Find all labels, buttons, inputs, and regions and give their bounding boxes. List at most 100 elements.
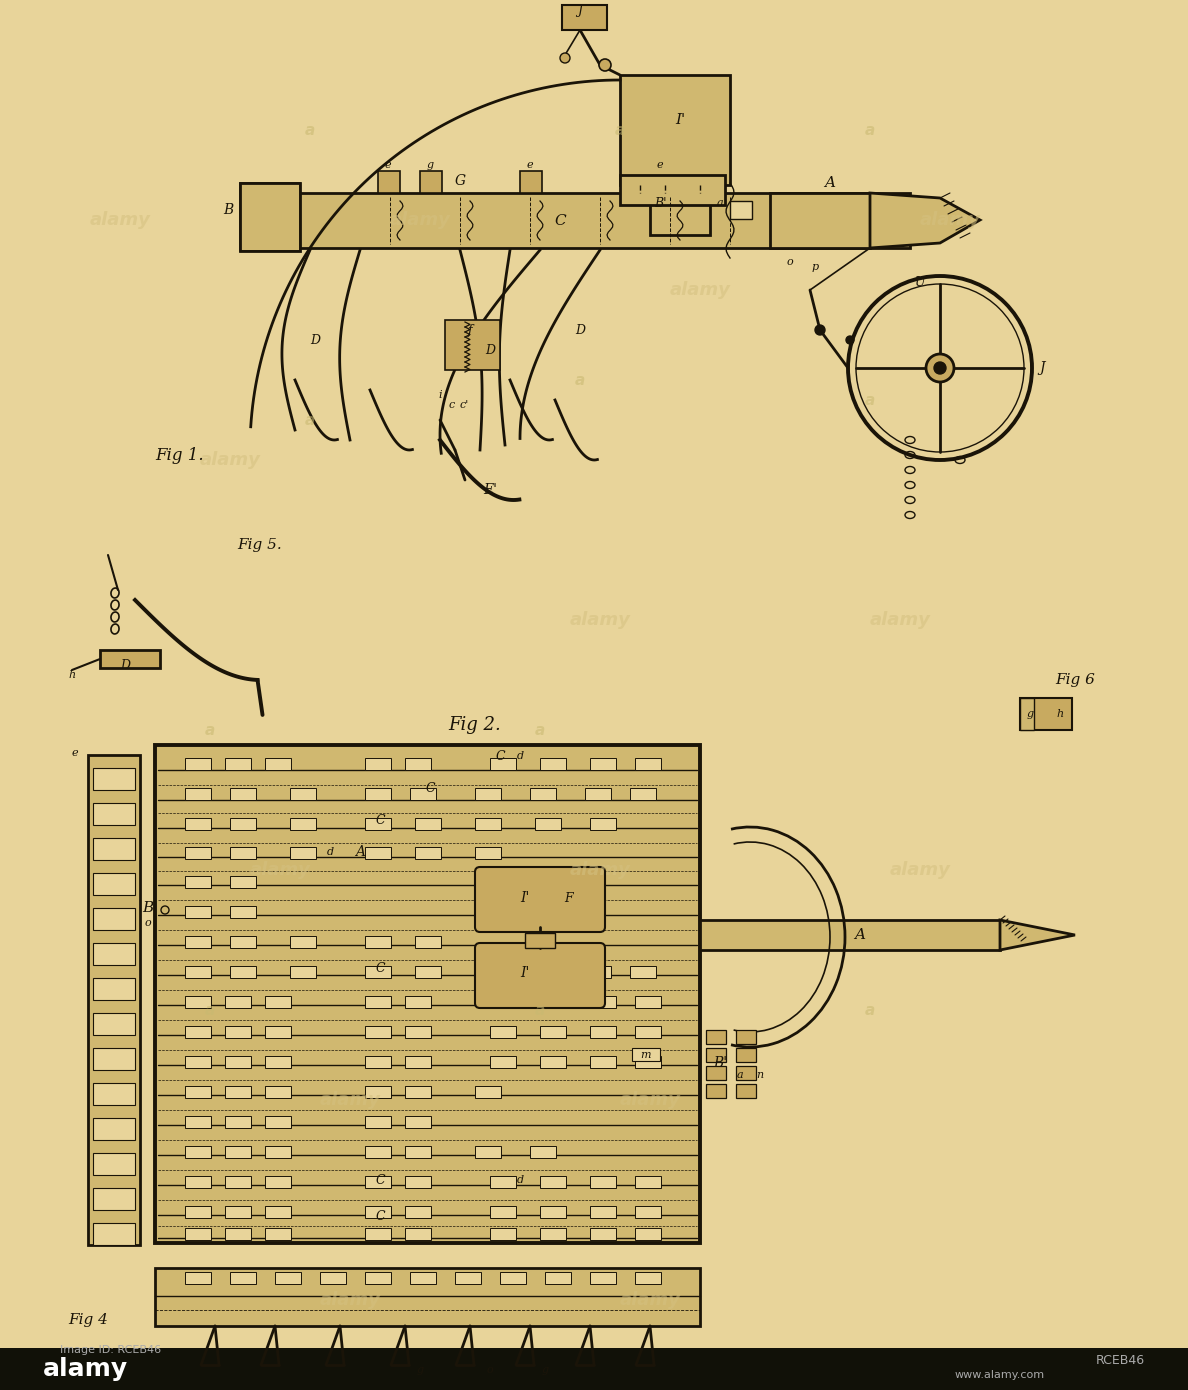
Text: a: a	[535, 1002, 545, 1017]
Bar	[415, 935, 441, 948]
Text: a: a	[737, 1070, 744, 1080]
Bar	[265, 1026, 291, 1038]
Bar	[706, 1048, 726, 1062]
Bar	[290, 817, 316, 830]
Text: alamy: alamy	[249, 860, 310, 878]
Bar	[93, 1223, 135, 1245]
Text: RCEB46: RCEB46	[1095, 1354, 1144, 1366]
Bar	[590, 1026, 617, 1038]
Bar	[590, 1272, 617, 1284]
Bar	[590, 1227, 617, 1240]
Text: i: i	[438, 391, 442, 400]
Text: e: e	[526, 160, 533, 170]
Bar	[405, 1145, 431, 1158]
Bar	[365, 817, 391, 830]
Bar	[230, 847, 255, 859]
Bar	[185, 1116, 211, 1129]
Bar	[590, 1056, 617, 1068]
Bar	[636, 1207, 661, 1218]
Bar	[185, 817, 211, 830]
Bar	[365, 935, 391, 948]
Bar	[405, 1056, 431, 1068]
Bar	[230, 935, 255, 948]
Bar	[0, 1348, 1188, 1390]
Bar	[185, 1086, 211, 1098]
Bar	[475, 817, 501, 830]
Text: U: U	[915, 275, 925, 289]
Circle shape	[560, 53, 570, 63]
Bar	[185, 1176, 211, 1188]
Text: a: a	[575, 373, 586, 388]
Bar	[584, 788, 611, 801]
Bar	[636, 997, 661, 1008]
Bar	[185, 966, 211, 979]
Bar	[525, 933, 555, 948]
Circle shape	[846, 336, 854, 343]
Bar	[93, 979, 135, 999]
Bar	[225, 1086, 251, 1098]
Bar	[93, 803, 135, 826]
Bar	[489, 1026, 516, 1038]
Circle shape	[815, 325, 824, 335]
Bar	[265, 1145, 291, 1158]
Bar	[365, 847, 391, 859]
Text: a: a	[716, 197, 723, 208]
Bar	[225, 1145, 251, 1158]
Bar	[535, 817, 561, 830]
Bar	[185, 847, 211, 859]
Text: alamy: alamy	[200, 450, 260, 468]
Text: o: o	[145, 917, 151, 929]
FancyBboxPatch shape	[475, 867, 605, 933]
Bar	[405, 1227, 431, 1240]
Bar	[706, 1030, 726, 1044]
Bar	[225, 1176, 251, 1188]
Bar	[405, 1026, 431, 1038]
Text: e: e	[385, 160, 391, 170]
Bar	[650, 171, 672, 193]
Text: alamy: alamy	[569, 612, 631, 630]
Bar	[590, 758, 617, 770]
Bar	[365, 997, 391, 1008]
Bar	[590, 997, 617, 1008]
Bar	[541, 1056, 565, 1068]
Bar	[154, 745, 700, 1243]
Bar	[154, 1268, 700, 1326]
Bar	[225, 1207, 251, 1218]
Bar	[584, 966, 611, 979]
Bar	[290, 193, 910, 247]
Bar	[365, 1086, 391, 1098]
Bar	[1020, 698, 1034, 730]
Bar	[185, 758, 211, 770]
Bar	[620, 175, 725, 204]
Bar	[475, 1086, 501, 1098]
Bar	[290, 788, 316, 801]
Bar	[185, 1026, 211, 1038]
Text: a: a	[865, 392, 876, 407]
Text: d: d	[517, 751, 524, 760]
Bar	[365, 1272, 391, 1284]
Bar	[93, 1118, 135, 1140]
Bar	[93, 1013, 135, 1036]
Text: m: m	[640, 1049, 650, 1061]
Bar	[620, 75, 729, 185]
Text: h: h	[69, 670, 76, 680]
Text: o: o	[487, 1365, 493, 1375]
Text: D: D	[310, 334, 320, 346]
Bar	[636, 1227, 661, 1240]
Bar	[93, 908, 135, 930]
Text: Fig 5.: Fig 5.	[238, 538, 283, 552]
Text: www.alamy.com: www.alamy.com	[955, 1371, 1045, 1380]
Bar	[365, 966, 391, 979]
Bar	[530, 966, 556, 979]
Text: I': I'	[520, 891, 530, 905]
Text: C: C	[495, 749, 505, 763]
Circle shape	[925, 354, 954, 382]
Bar	[93, 942, 135, 965]
Bar	[365, 1176, 391, 1188]
Bar	[410, 788, 436, 801]
Text: B': B'	[713, 1056, 727, 1070]
Text: C: C	[375, 1173, 385, 1187]
Bar	[455, 1272, 481, 1284]
Bar	[365, 1026, 391, 1038]
Text: d: d	[327, 847, 334, 858]
